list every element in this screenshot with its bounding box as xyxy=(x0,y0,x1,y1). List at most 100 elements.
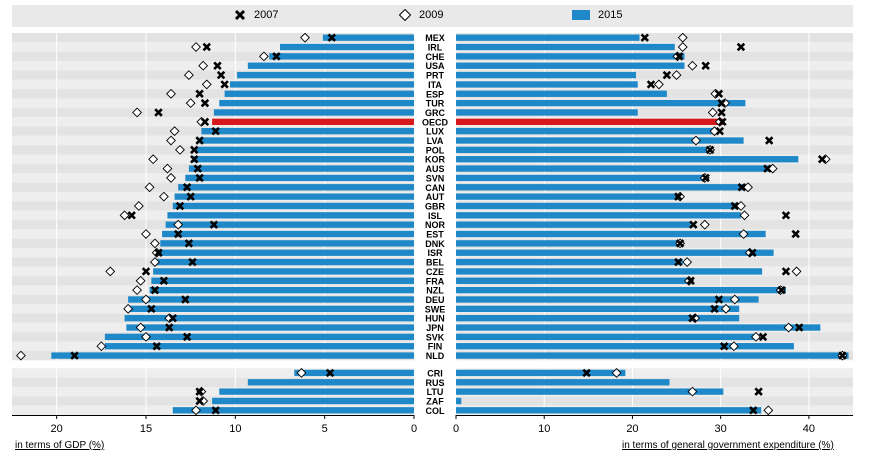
bar-2015-irl xyxy=(456,43,675,51)
country-label-mex: MEX xyxy=(425,33,445,43)
bar-2015-cze xyxy=(153,268,414,275)
bar-2015-lva xyxy=(199,137,414,144)
bar-2015-zaf xyxy=(212,397,414,405)
legend-item-2007: 2007 xyxy=(234,9,278,21)
bar-2015-tur xyxy=(219,99,414,107)
point-2007-dnk xyxy=(184,239,194,248)
point-2007-gbr xyxy=(730,201,740,211)
point-2007-tur xyxy=(200,98,210,108)
left-axis-title: in terms of GDP (%) xyxy=(15,440,105,451)
point-2007-oecd xyxy=(718,117,727,127)
point-2009-irl xyxy=(191,42,201,52)
bar-2015-ltu xyxy=(219,388,414,395)
bar-2015-swe xyxy=(456,305,740,312)
point-2009-usa xyxy=(687,60,698,71)
point-2007-usa xyxy=(213,61,222,70)
bar-2015-kor xyxy=(456,156,799,163)
bar-2015-nld xyxy=(456,352,849,359)
bar-2015-gbr xyxy=(172,202,414,210)
point-2009-svn xyxy=(166,172,176,183)
bar-2015-usa xyxy=(247,62,414,69)
point-2007-oecd xyxy=(200,117,210,127)
bar-2015-usa xyxy=(456,62,685,69)
point-2007-lva xyxy=(764,136,774,145)
point-2007-deu xyxy=(181,295,190,304)
point-2007-che xyxy=(674,52,684,61)
country-label-swe: SWE xyxy=(425,304,446,314)
country-label-deu: DEU xyxy=(425,295,444,305)
bar-2015-nzl xyxy=(456,286,786,294)
tick-label: 20 xyxy=(626,423,638,435)
point-2007-gbr xyxy=(175,201,185,211)
point-2009-irl xyxy=(677,42,688,52)
point-2007-pol xyxy=(705,145,715,155)
point-2007-nor xyxy=(209,220,219,229)
point-2007-svk xyxy=(182,332,192,342)
point-2007-jpn xyxy=(165,323,174,332)
country-label-oecd: OECD xyxy=(422,117,449,127)
point-2007-mex xyxy=(640,33,650,42)
tick-label: 20 xyxy=(51,423,63,435)
bar-2015-col xyxy=(456,407,762,414)
country-label-fin: FIN xyxy=(428,342,443,352)
point-2009-swe xyxy=(721,303,731,314)
point-2009-lva xyxy=(166,135,176,146)
country-label-tur: TUR xyxy=(426,99,445,109)
point-2007-esp xyxy=(195,89,204,98)
point-2007-svn xyxy=(701,173,710,183)
point-2007-fra xyxy=(159,276,169,285)
bar-2015-che xyxy=(456,53,685,60)
point-2009-fin xyxy=(728,341,739,352)
point-2007-nld xyxy=(70,351,79,360)
point-2009-nor xyxy=(699,219,710,230)
bar-2015-tur xyxy=(456,99,746,107)
bar-2015-mex xyxy=(322,34,414,41)
bar-2015-nzl xyxy=(149,286,414,294)
bar-2015-ltu xyxy=(456,388,724,395)
bar-2015-fin xyxy=(104,343,414,350)
country-label-hun: HUN xyxy=(425,314,445,324)
bar-2015-ita xyxy=(456,81,638,88)
country-label-grc: GRC xyxy=(425,108,446,118)
point-2009-nzl xyxy=(132,285,143,296)
country-label-gbr: GBR xyxy=(425,201,446,211)
point-2007-nzl xyxy=(777,285,786,295)
point-2007-ltu xyxy=(754,387,763,396)
bar-2015-deu xyxy=(456,296,759,303)
row-band xyxy=(12,377,414,387)
country-label-nld: NLD xyxy=(426,351,445,361)
point-2007-can xyxy=(737,183,747,192)
row-band xyxy=(456,368,853,378)
country-label-che: CHE xyxy=(425,52,444,62)
bar-2015-nld xyxy=(51,352,414,359)
point-2009-can xyxy=(743,182,753,193)
point-2007-esp xyxy=(714,89,724,98)
point-2007-aus xyxy=(193,164,203,173)
point-2007-pol xyxy=(190,145,199,155)
tick-label: 40 xyxy=(803,423,815,435)
point-2007-jpn xyxy=(794,323,804,332)
row-band xyxy=(12,70,414,80)
diamond-marker-icon xyxy=(399,9,411,21)
point-2009-fra xyxy=(135,275,146,286)
point-2007-irl xyxy=(736,42,746,52)
bar-2015-dnk xyxy=(456,240,682,247)
tick-label: 10 xyxy=(229,423,241,435)
row-band xyxy=(12,79,414,90)
legend-label-2007: 2007 xyxy=(254,9,279,21)
point-2007-hun xyxy=(688,313,697,323)
country-label-rus: RUS xyxy=(425,378,444,388)
row-band xyxy=(12,61,414,71)
point-2007-prt xyxy=(662,70,672,80)
bar-2015-che xyxy=(269,53,414,60)
point-2007-isr xyxy=(748,248,757,257)
point-2009-col xyxy=(763,405,774,416)
point-2009-grc xyxy=(132,107,143,118)
bar-2015-bel xyxy=(456,258,683,266)
point-2007-tur xyxy=(717,98,726,108)
bar-2015-oecd xyxy=(212,118,414,125)
country-label-col: COL xyxy=(426,406,446,416)
legend-label-2015: 2015 xyxy=(598,9,623,21)
point-2009-che xyxy=(258,51,269,62)
bar-2015-lva xyxy=(456,137,744,144)
